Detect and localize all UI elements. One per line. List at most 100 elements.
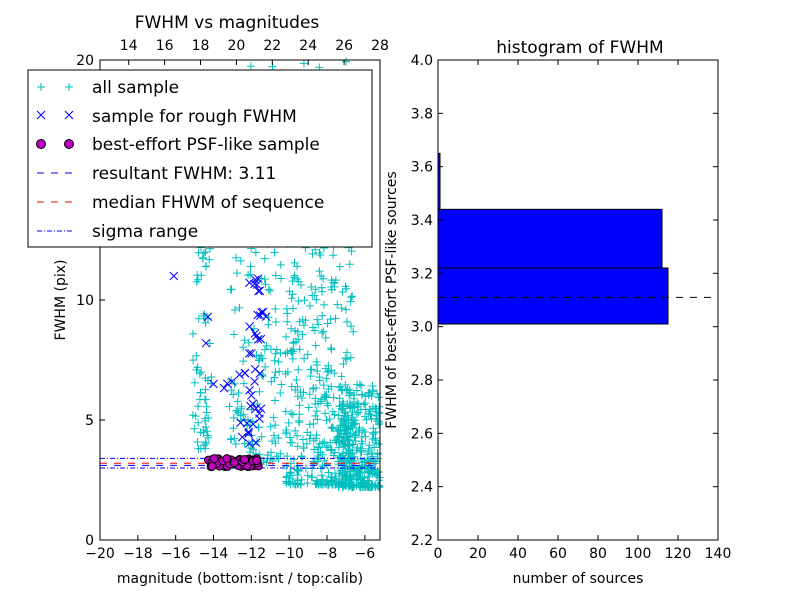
all-sample-point [282,428,291,437]
legend-sigma-label: sigma range [92,222,198,242]
all-sample-point [324,385,333,394]
all-sample-point [266,345,275,354]
all-sample-point [287,382,296,391]
all-sample-point [194,275,203,284]
all-sample-point [320,300,329,309]
all-sample-point [298,330,307,339]
all-sample-point [201,318,210,327]
top-x-tick-label: 14 [120,38,138,54]
all-sample-point [342,57,351,66]
all-sample-point [312,477,321,486]
all-sample-point [367,449,376,458]
all-sample-point [338,386,347,395]
rough-sample-point [254,286,263,296]
legend-cyan-plus-icon [37,83,73,91]
all-sample-point [312,295,321,304]
all-sample-point [367,392,376,401]
rough-sample-point [258,307,268,317]
y-tick-label: 0 [85,533,94,549]
all-sample-point [340,412,349,421]
all-sample-point [189,356,198,365]
x-tick-label: −8 [317,546,338,562]
y-tick-label: 4.0 [411,53,433,69]
rough-sample-points [169,271,271,448]
y-tick-label: 3.4 [411,213,433,229]
all-sample-point [318,311,327,320]
all-sample-point [359,400,368,409]
x-tick-label: −20 [85,546,115,562]
x-tick-label: −18 [123,546,153,562]
all-sample-point [365,468,374,477]
all-sample-point [255,387,264,396]
all-sample-point [342,284,351,293]
top-x-tick-label: 16 [156,38,174,54]
y-tick-label: 5 [85,413,94,429]
all-sample-point [335,394,344,403]
all-sample-point [308,249,317,258]
all-sample-point [321,333,330,342]
all-sample-point [262,341,271,350]
top-x-tick-label: 28 [371,38,389,54]
all-sample-point [314,442,323,451]
all-sample-point [311,341,320,350]
all-sample-point [317,328,326,337]
all-sample-point [347,247,356,256]
all-sample-point [314,480,323,489]
all-sample-point [252,351,261,360]
all-sample-point [192,351,201,360]
all-sample-point [193,438,202,447]
all-sample-point [299,321,308,330]
y-tick-label: 2.2 [411,533,433,549]
all-sample-point [368,452,377,461]
all-sample-point [271,421,280,430]
all-sample-point [233,406,242,415]
left-y-axis-label: FWHM (pix) [53,260,69,341]
all-sample-point [277,380,286,389]
all-sample-point [230,434,239,443]
all-sample-point [321,393,330,402]
rough-sample-point [219,383,229,393]
all-sample-point [198,253,207,262]
all-sample-point [303,350,312,359]
y-tick-label: 3.6 [411,160,433,176]
all-sample-point [350,465,359,474]
all-sample-point [350,416,359,425]
legend-median-label: median FHWM of sequence [92,193,324,213]
all-sample-point [324,468,333,477]
x-tick-label: 80 [589,546,607,562]
all-sample-point [312,407,321,416]
top-x-tick-label: 20 [227,38,245,54]
all-sample-point [197,368,206,377]
all-sample-point [326,472,335,481]
all-sample-point [305,390,314,399]
y-tick-label: 3.0 [411,320,433,336]
all-sample-point [294,416,303,425]
all-sample-point [287,294,296,303]
all-sample-point [308,291,317,300]
right-y-axis-label: FWHM of best-effort PSF-like sources [384,171,400,428]
all-sample-point [349,452,358,461]
all-sample-point [283,317,292,326]
all-sample-point [362,415,371,424]
all-sample-point [305,420,314,429]
all-sample-point [307,283,316,292]
all-sample-point [193,402,202,411]
all-sample-point [274,434,283,443]
psf-sample-point [239,455,249,465]
legend-rough-marker [36,110,74,120]
all-sample-point [372,438,381,447]
all-sample-point [201,438,210,447]
all-sample-point [341,455,350,464]
all-sample-point [246,270,255,279]
all-sample-point [276,389,285,398]
all-sample-point [276,449,285,458]
all-sample-point [358,439,367,448]
legend-magenta-circle-icon [36,139,46,149]
x-tick-label: 100 [625,546,652,562]
y-tick-label: 20 [76,53,94,69]
rough-sample-point [237,432,247,442]
all-sample-point [276,348,285,357]
all-sample-point [375,408,384,417]
all-sample-point [229,390,238,399]
